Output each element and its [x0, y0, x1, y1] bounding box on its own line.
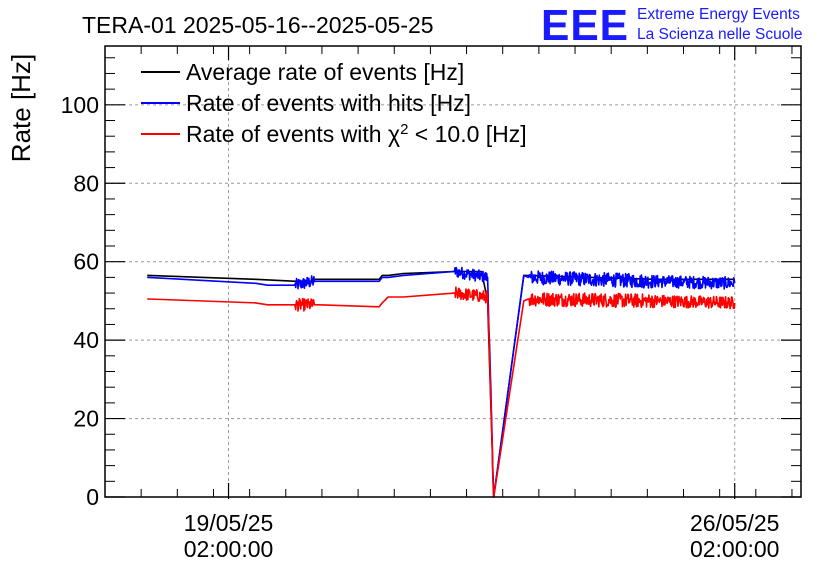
chart-title: TERA-01 2025-05-16--2025-05-25: [82, 12, 434, 38]
x-tick-label-time: 02:00:00: [184, 536, 274, 562]
legend-label: Rate of events with hits [Hz]: [186, 90, 471, 116]
grid-lines: [105, 46, 801, 497]
y-tick-label: 100: [61, 92, 99, 118]
y-axis-label: Rate [Hz]: [6, 54, 36, 162]
logo-letters: EEE: [541, 1, 629, 50]
series-1: [147, 266, 736, 498]
y-tick-label: 60: [73, 249, 99, 275]
plot-frame: [104, 45, 802, 498]
y-tick-label: 80: [73, 170, 99, 196]
series-2: [147, 286, 736, 498]
series-line: [147, 286, 736, 498]
series-line: [147, 266, 736, 498]
y-tick-label: 40: [73, 327, 99, 353]
y-tick-label: 20: [73, 406, 99, 432]
y-tick-label: 0: [86, 484, 99, 510]
logo-line-2: La Scienza nelle Scuole: [637, 26, 802, 43]
legend: Average rate of events [Hz] Rate of event…: [141, 59, 527, 147]
axes: 02040608010019/05/2502:00:0026/05/2502:0…: [61, 46, 801, 562]
legend-label: Rate of events with χ2 < 10.0 [Hz]: [186, 121, 527, 148]
eee-logo: EEE Extreme Energy Events La Scienza nel…: [541, 1, 802, 50]
x-tick-label-time: 02:00:00: [690, 536, 780, 562]
x-tick-label-date: 26/05/25: [690, 510, 780, 536]
series-layer: [147, 266, 736, 498]
logo-line-1: Extreme Energy Events: [637, 6, 800, 23]
x-tick-label-date: 19/05/25: [184, 510, 274, 536]
legend-label: Average rate of events [Hz]: [186, 59, 464, 85]
